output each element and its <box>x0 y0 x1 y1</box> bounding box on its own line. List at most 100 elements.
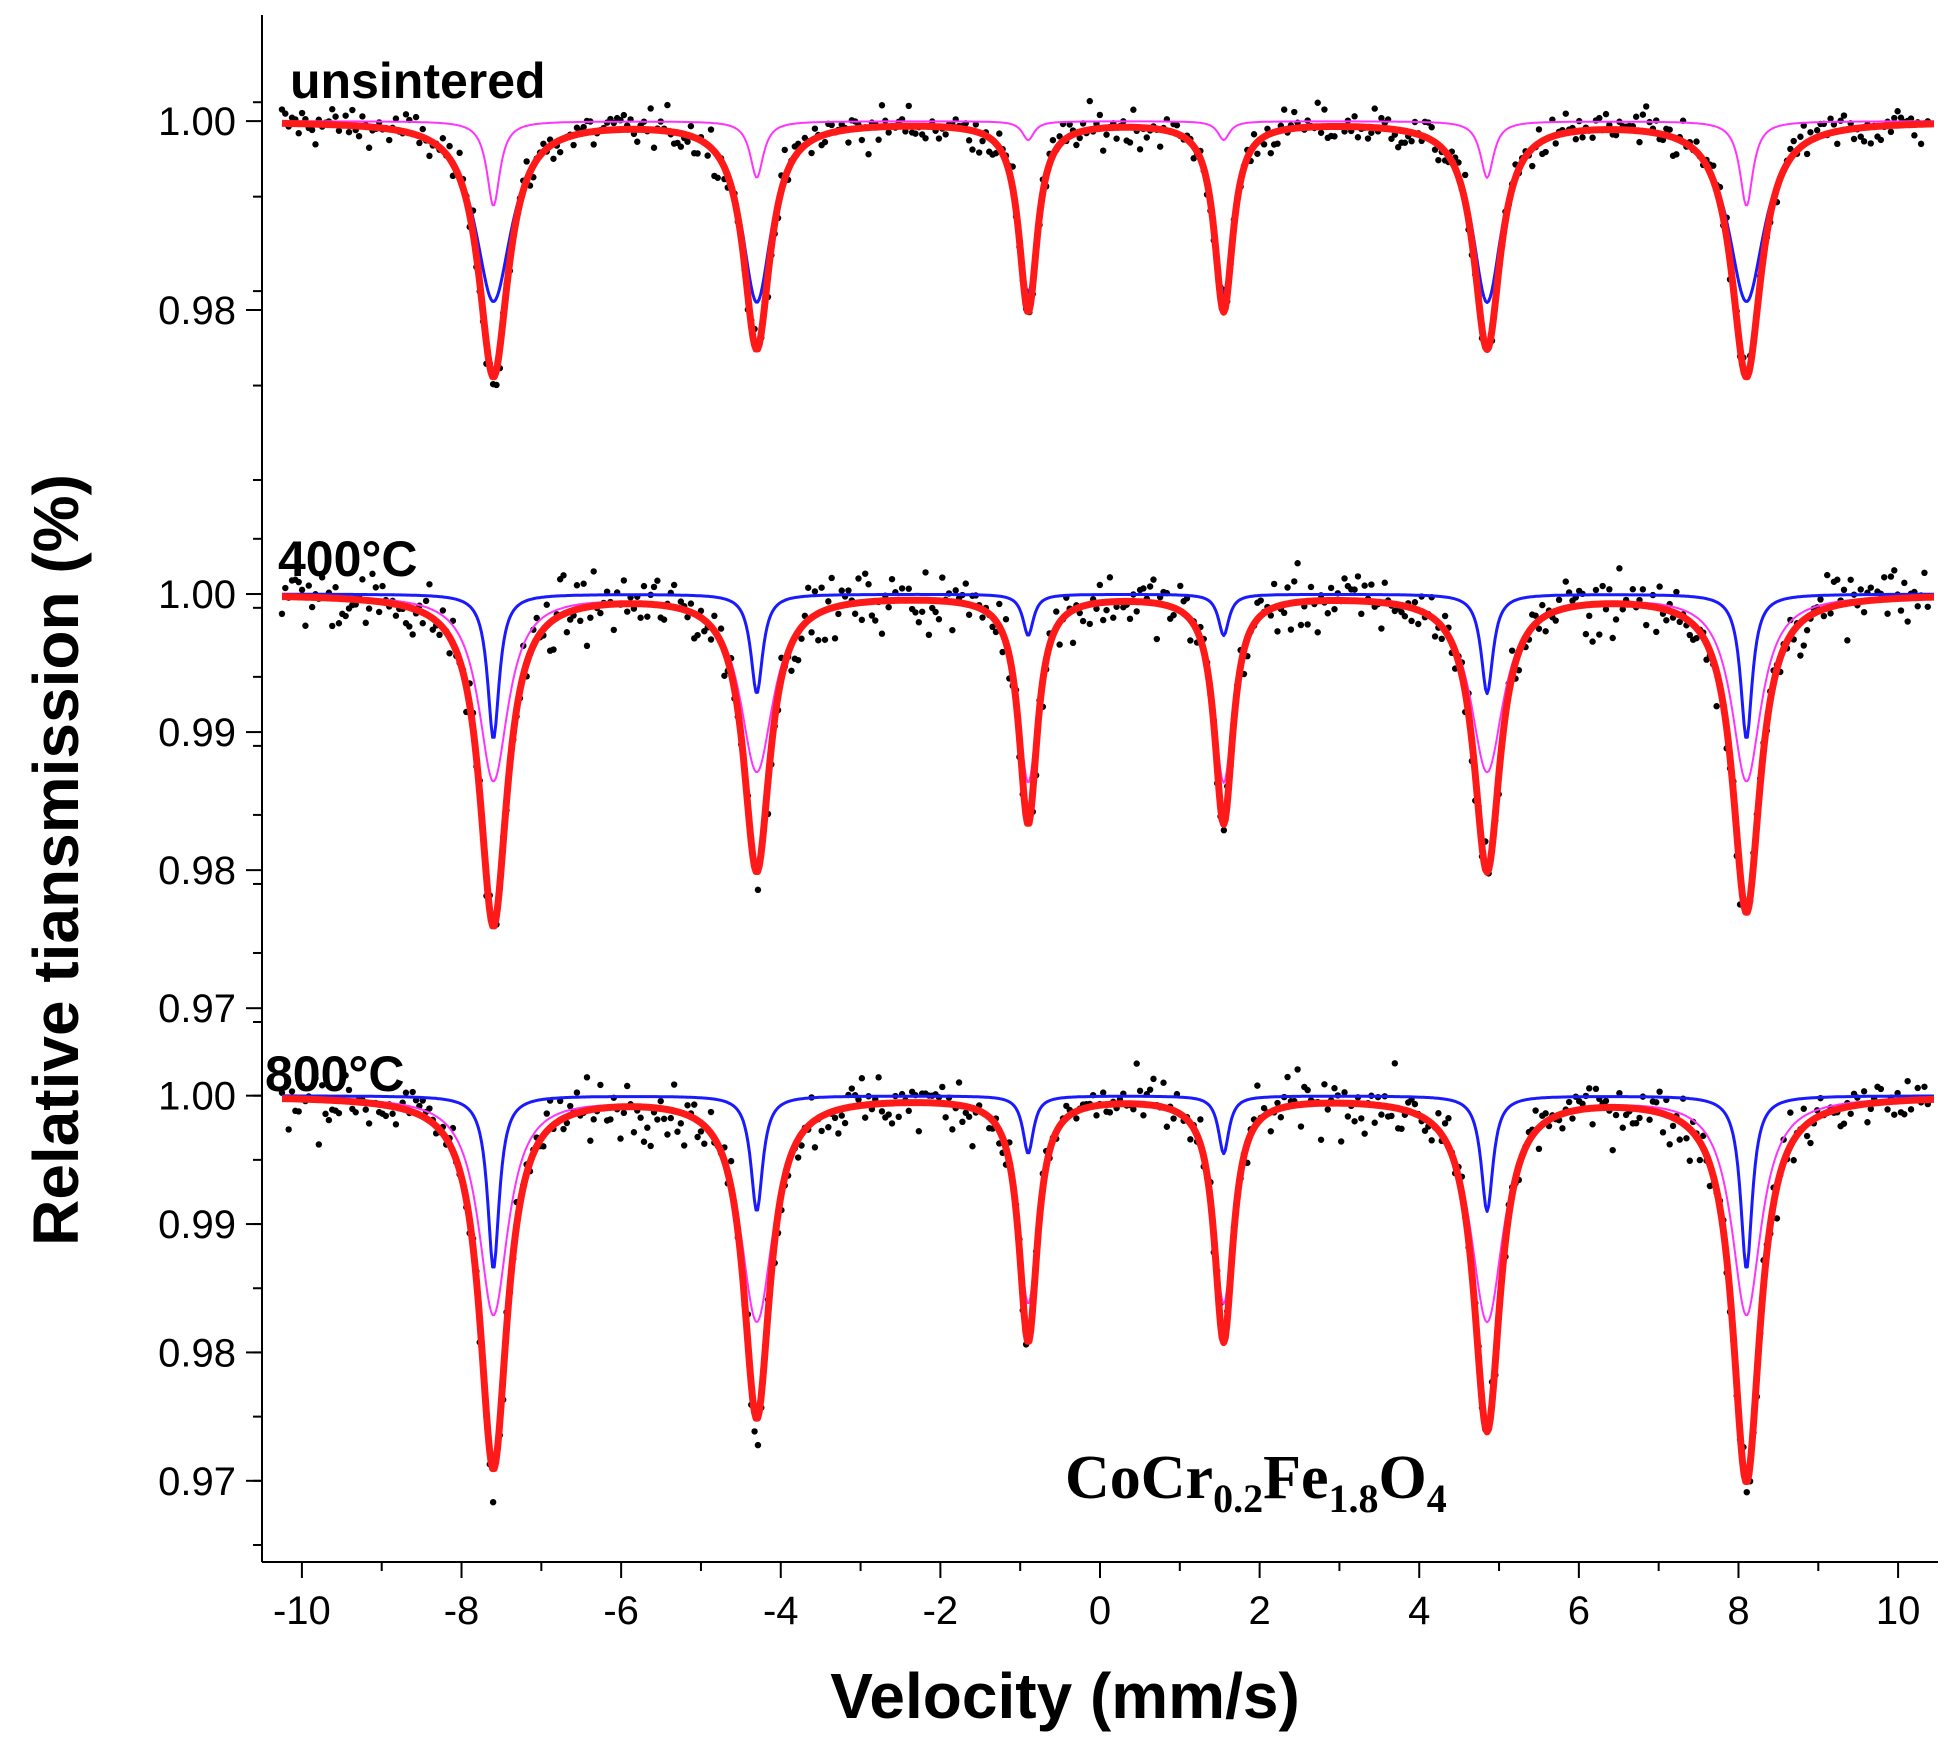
data-point <box>1827 610 1834 617</box>
panel-1: unsintered 1.00 0.98 <box>158 53 1936 481</box>
data-point <box>587 1137 594 1144</box>
data-point <box>1344 1113 1352 1120</box>
data-point <box>1877 136 1885 144</box>
data-point <box>550 646 557 653</box>
data-point <box>419 125 426 133</box>
data-point <box>1803 150 1811 158</box>
data-point <box>972 121 980 128</box>
data-point <box>811 125 819 132</box>
data-point <box>416 139 423 147</box>
data-point <box>1153 635 1161 643</box>
data-point <box>1606 586 1613 593</box>
data-point <box>365 144 373 151</box>
data-point <box>1317 1136 1325 1143</box>
data-point <box>1267 1128 1274 1135</box>
data-point <box>1267 612 1274 619</box>
data-point <box>878 1108 886 1115</box>
data-point <box>781 146 788 154</box>
data-point <box>1602 110 1610 118</box>
data-point <box>1860 608 1868 616</box>
data-point <box>1864 1119 1871 1126</box>
data-point <box>667 1114 674 1122</box>
data-point <box>1441 1120 1449 1127</box>
data-point <box>898 585 906 592</box>
data-point <box>1113 135 1120 142</box>
data-point <box>1656 1088 1663 1095</box>
data-point <box>1361 582 1368 589</box>
data-point <box>979 137 986 145</box>
y-tick-label: 1.00 <box>158 1075 236 1119</box>
data-point <box>1331 1085 1338 1092</box>
data-point <box>1917 140 1925 148</box>
data-point <box>1639 111 1647 118</box>
data-point <box>1891 1111 1898 1118</box>
data-point <box>1304 621 1311 628</box>
data-point <box>1579 134 1586 141</box>
data-point <box>1093 1112 1100 1119</box>
data-point <box>1331 133 1338 140</box>
data-point <box>1294 560 1301 567</box>
data-point <box>1341 575 1348 582</box>
data-point <box>523 158 530 165</box>
data-point <box>1073 1115 1080 1122</box>
data-point <box>295 578 302 586</box>
data-point <box>1160 1079 1167 1086</box>
data-point <box>1924 603 1931 610</box>
data-point <box>1636 138 1643 146</box>
data-point <box>1428 124 1435 131</box>
data-point <box>1676 618 1683 626</box>
data-point <box>1190 155 1197 162</box>
data-point <box>1884 610 1891 617</box>
data-point <box>1106 1109 1114 1116</box>
data-point <box>831 1114 839 1122</box>
data-point <box>1331 605 1338 613</box>
data-point <box>1281 106 1288 113</box>
data-point <box>1304 1086 1311 1094</box>
data-point <box>1156 143 1164 150</box>
data-point <box>939 574 946 581</box>
data-point <box>489 1498 497 1506</box>
data-point <box>543 601 550 608</box>
data-point <box>335 127 343 134</box>
data-point <box>1867 1105 1875 1113</box>
y-tick-label: 0.98 <box>158 289 236 333</box>
data-point <box>332 113 339 120</box>
data-point <box>1277 1114 1285 1121</box>
data-point <box>610 626 618 634</box>
data-point <box>831 635 839 642</box>
data-point <box>446 650 453 657</box>
data-point <box>359 576 366 583</box>
data-point <box>1136 146 1144 153</box>
data-point <box>278 1089 286 1096</box>
data-point <box>1676 1136 1683 1143</box>
data-point <box>436 631 443 639</box>
data-point <box>392 1121 400 1128</box>
data-point <box>647 105 654 112</box>
data-point <box>1297 621 1305 629</box>
data-point <box>1096 111 1104 119</box>
data-point <box>922 135 929 142</box>
data-point <box>620 1109 628 1117</box>
data-point <box>282 584 289 592</box>
data-point <box>1321 106 1328 113</box>
data-point <box>677 143 685 150</box>
y-tick-label: 1.00 <box>158 100 236 144</box>
data-point <box>379 582 386 590</box>
total-fit-line <box>280 119 1936 381</box>
data-point <box>1351 1118 1358 1125</box>
data-point <box>1066 121 1073 128</box>
data-point <box>670 581 678 589</box>
data-point <box>1435 1110 1442 1117</box>
data-point <box>278 610 286 618</box>
data-point <box>1267 149 1274 157</box>
data-point <box>637 614 644 621</box>
data-point <box>1441 612 1449 620</box>
data-point <box>1398 1125 1405 1132</box>
data-point <box>895 1113 902 1121</box>
data-point <box>815 637 822 644</box>
data-point <box>1589 134 1596 141</box>
data-point <box>446 142 453 150</box>
data-point <box>845 139 852 146</box>
total-fit-line <box>280 1095 1936 1485</box>
